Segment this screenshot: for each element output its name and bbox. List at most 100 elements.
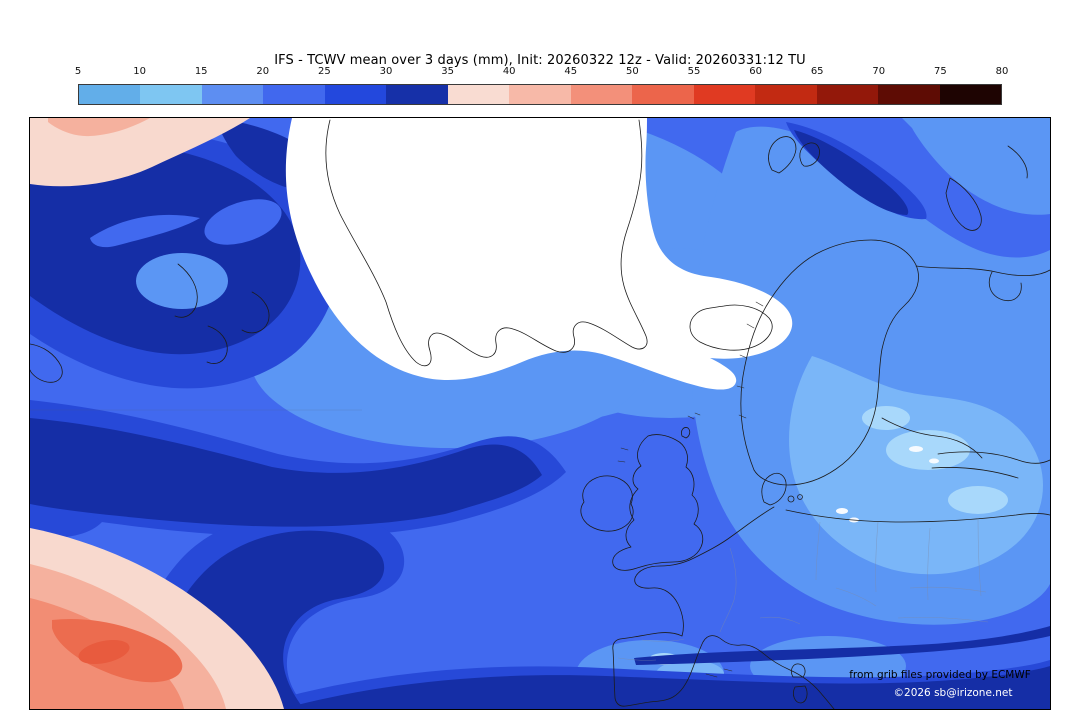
colorbar-tick: 65	[810, 66, 824, 77]
coastline-danish-isle	[787, 495, 795, 503]
border-line	[835, 587, 877, 607]
colorbar-segment	[140, 85, 202, 104]
coastline-svalbard	[768, 136, 797, 174]
coastline-greenland	[325, 119, 648, 367]
coastline-britain	[612, 434, 704, 571]
tcwv-region-navy	[282, 666, 1050, 709]
coastline-arctic-island	[1007, 145, 1028, 179]
colorbar-segment	[632, 85, 694, 104]
coastline-gulf-finland	[937, 451, 1050, 464]
colorbar-segment	[201, 85, 264, 104]
colorbar-segment	[693, 85, 756, 104]
coastline-svalbard	[799, 142, 820, 167]
coastline-arctic-island	[945, 177, 982, 231]
colorbar-ticks: 5 10 15 20 25 30 35 40 45 50 55 60 65 70 75 80	[74, 66, 1009, 80]
coastline-corsica	[791, 663, 806, 678]
lake	[929, 458, 939, 464]
lake	[909, 446, 923, 452]
coastline-fjords	[736, 301, 764, 419]
colorbar-segment	[447, 85, 510, 104]
coastline-hebrides	[617, 447, 629, 463]
coastline-baffin	[206, 325, 228, 364]
tcwv-region-lightest	[948, 486, 1008, 514]
tcwv-field: from grib files provided by ECMWF ©2026 …	[30, 118, 1050, 709]
colorbar-tick: 5	[74, 66, 82, 77]
colorbar-tick: 15	[194, 66, 208, 77]
coastline-balearics	[705, 668, 733, 678]
colorbar-segment	[755, 85, 817, 104]
colorbar-tick: 10	[133, 66, 146, 77]
border-line	[617, 657, 657, 661]
border-line	[909, 586, 987, 593]
border-line	[759, 616, 801, 625]
tcwv-region-navy	[794, 130, 909, 215]
coastline-baffin	[241, 291, 270, 334]
tcwv-region-pink-mid	[48, 118, 150, 137]
tcwv-region-mid	[90, 214, 200, 248]
tcwv-region-navy	[30, 143, 301, 355]
chart-title: IFS - TCWV mean over 3 days (mm), Init: …	[274, 53, 806, 68]
coastline-sardinia	[793, 685, 808, 704]
colorbar-segment	[816, 85, 879, 104]
colorbar-tick: 70	[872, 66, 886, 77]
colorbar-tick: 75	[934, 66, 947, 77]
border-line	[719, 547, 737, 633]
tcwv-region-lightest	[886, 430, 970, 470]
lake	[836, 508, 848, 514]
colorbar-segment	[263, 85, 325, 104]
colorbar-tick: 45	[564, 66, 578, 77]
coastline-white-sea	[988, 271, 1022, 302]
colorbar-tick: 60	[749, 66, 762, 77]
tcwv-region-dry-white	[285, 118, 793, 390]
credit-ecmwf: from grib files provided by ECMWF	[849, 669, 1031, 681]
coastline-continent	[612, 506, 835, 709]
tcwv-region-light	[136, 253, 228, 309]
tcwv-region-light	[902, 118, 1050, 215]
coastline-denmark	[761, 472, 787, 506]
tcwv-region-lightest	[862, 406, 910, 430]
coastline-faroe	[687, 412, 701, 420]
credit-copyright: ©2026 sb@irizone.net	[894, 687, 1013, 699]
colorbar-tick: 25	[318, 66, 331, 77]
colorbar-tick: 20	[256, 66, 270, 77]
border-line	[977, 517, 982, 597]
colorbar-segment	[79, 85, 141, 104]
colorbar-tick: 40	[502, 66, 516, 77]
coastline-kola	[915, 265, 1050, 276]
coastline-south-baltic	[785, 509, 1050, 523]
tcwv-region-coral-core	[78, 639, 130, 665]
coastlines	[30, 119, 1050, 709]
border-line	[875, 521, 879, 593]
colorbar	[78, 84, 1002, 105]
coastline-shetland	[681, 427, 691, 439]
colorbar-tick: 80	[995, 66, 1009, 77]
coastline-gulf-finland	[931, 467, 1019, 479]
colorbar-segment	[939, 85, 1002, 104]
border-line	[927, 527, 931, 601]
coastline-danish-isle	[797, 494, 803, 500]
border-line	[641, 638, 685, 642]
coastline-baffin	[174, 263, 198, 318]
colorbar-segment	[509, 85, 571, 104]
country-borders	[617, 517, 989, 661]
tcwv-region-navy	[634, 626, 1050, 665]
colorbar-tick: 35	[441, 66, 454, 77]
colorbar-tick: 50	[626, 66, 639, 77]
coastline-scandinavia	[740, 239, 919, 486]
tcwv-region-navy	[30, 418, 542, 527]
tcwv-region-mid	[204, 199, 282, 245]
colorbar-segment	[878, 85, 940, 104]
coastline-iceland	[689, 304, 773, 351]
border-line	[815, 521, 821, 581]
colorbar-segment	[324, 85, 387, 104]
coastline-labrador	[30, 343, 63, 383]
colorbar-tick: 55	[687, 66, 701, 77]
colorbar-segment	[386, 85, 448, 104]
colorbar-segment	[570, 85, 633, 104]
colorbar-tick: 30	[379, 66, 393, 77]
border-line	[897, 616, 989, 623]
coastline-ireland	[580, 475, 634, 532]
coastline-baltic	[881, 417, 983, 459]
map-canvas: from grib files provided by ECMWF ©2026 …	[29, 117, 1051, 710]
